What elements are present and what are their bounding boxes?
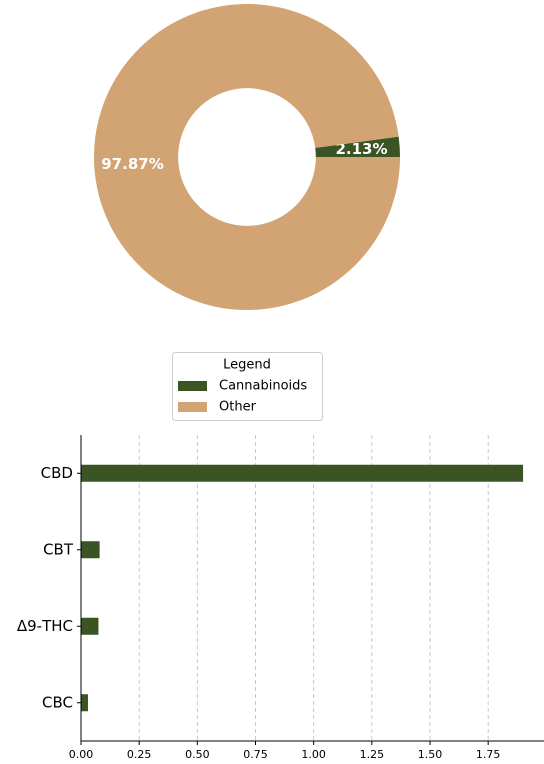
- y-tick-label: CBT: [43, 540, 74, 558]
- slice-label: 97.87%: [101, 155, 163, 173]
- legend-label: Cannabinoids: [219, 379, 307, 394]
- x-tick-label: 1.25: [360, 748, 385, 761]
- pie-slice: [315, 136, 400, 157]
- bar: [81, 464, 524, 482]
- bar: [81, 694, 88, 712]
- x-tick-label: 1.50: [418, 748, 443, 761]
- pie-slice: [93, 4, 400, 311]
- x-tick-label: 0.75: [243, 748, 268, 761]
- x-tick-label: 0.50: [185, 748, 210, 761]
- slice-label: 2.13%: [335, 140, 387, 158]
- x-tick-label: 1.00: [301, 748, 326, 761]
- bar: [81, 617, 99, 635]
- x-tick-label: 0.00: [69, 748, 94, 761]
- x-tick-label: 0.25: [127, 748, 152, 761]
- legend-label: Other: [219, 400, 257, 415]
- bar: [81, 541, 100, 559]
- y-tick-label: CBD: [41, 464, 73, 482]
- y-tick-label: CBC: [42, 693, 73, 711]
- legend-swatch: [178, 381, 207, 391]
- legend-box: [172, 352, 323, 421]
- legend-title: Legend: [223, 358, 271, 373]
- y-tick-label: Δ9-THC: [17, 617, 73, 635]
- x-tick-label: 1.75: [476, 748, 501, 761]
- legend-swatch: [178, 402, 207, 412]
